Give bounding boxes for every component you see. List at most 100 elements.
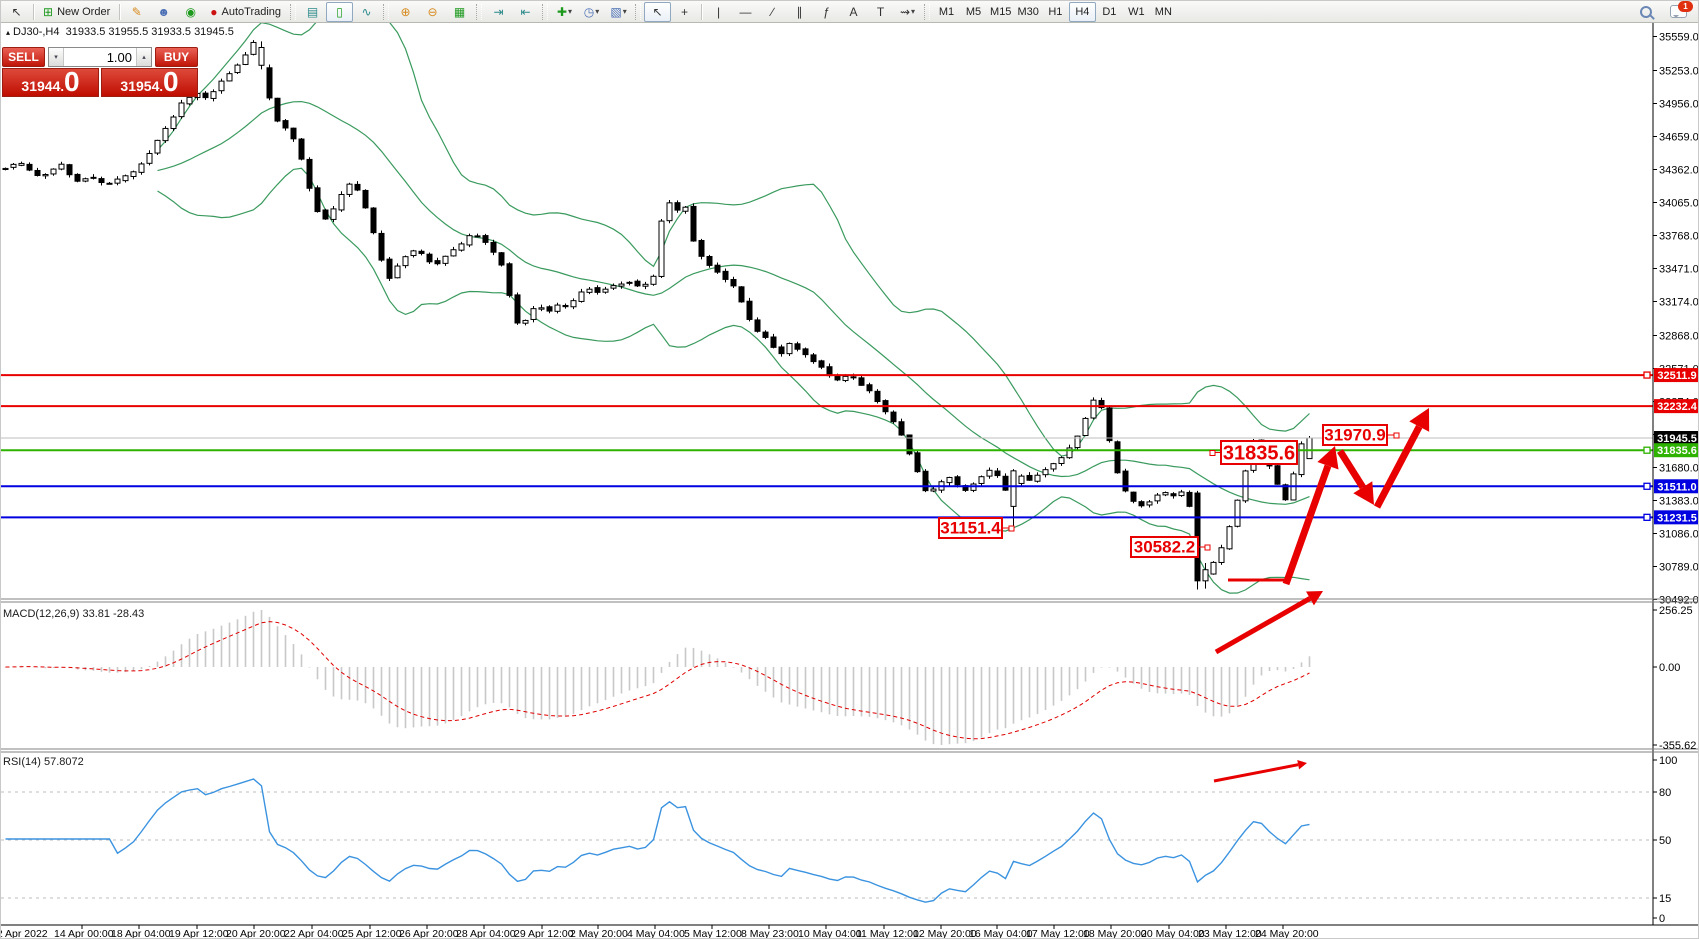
- candle-body: [954, 476, 961, 486]
- macd-histogram-bar: [740, 667, 743, 673]
- chart-shift-button[interactable]: ⇤: [512, 2, 539, 22]
- autotrading-button[interactable]: ● AutoTrading: [204, 2, 287, 22]
- new-order-button[interactable]: ⊞ New Order: [37, 2, 116, 22]
- templates-button[interactable]: ▧ ▾: [605, 2, 632, 22]
- trend-arrow-shaft[interactable]: [1337, 449, 1366, 490]
- macd-histogram-bar: [892, 667, 895, 723]
- vertical-line-tool-button[interactable]: |: [705, 2, 732, 22]
- pointer-tool-button[interactable]: ↖: [3, 2, 30, 22]
- price-annotation-box[interactable]: [1220, 440, 1298, 465]
- price-annotation-box[interactable]: [938, 517, 1003, 539]
- macd-histogram-bar: [820, 667, 823, 713]
- channel-icon: ∥: [796, 4, 803, 19]
- macd-histogram-bar: [476, 667, 479, 708]
- macd-histogram-bar: [516, 667, 519, 714]
- arrows-tool-button[interactable]: ⇝ ▾: [894, 2, 921, 22]
- price-annotation-box[interactable]: [1322, 424, 1388, 446]
- macd-histogram-bar: [452, 667, 455, 721]
- candle-body: [418, 250, 425, 254]
- tile-windows-button[interactable]: ▦: [446, 2, 473, 22]
- toolbar-grip[interactable]: [290, 3, 297, 20]
- macd-histogram-bar: [908, 667, 911, 730]
- volume-spinner: ▾ 1.00 ▴: [48, 47, 152, 67]
- symbol-name: DJ30-,H4: [13, 26, 60, 38]
- signals-button[interactable]: ◉: [177, 2, 204, 22]
- fibonacci-tool-button[interactable]: ƒ: [813, 2, 840, 22]
- horizontal-line-tool-button[interactable]: ―: [732, 2, 759, 22]
- bar-chart-button[interactable]: ▤: [299, 2, 326, 22]
- indicators-button[interactable]: ✚ ▾: [551, 2, 578, 22]
- annotation-handle[interactable]: [1008, 525, 1015, 532]
- toolbar-grip[interactable]: [542, 3, 549, 20]
- candlestick-chart-button[interactable]: ▯: [326, 1, 354, 22]
- auto-scroll-button[interactable]: ⇥: [485, 2, 512, 22]
- search-button[interactable]: [1632, 2, 1659, 22]
- candle-body: [1162, 492, 1169, 496]
- candle-body: [1034, 474, 1041, 482]
- text-tool-button[interactable]: A: [840, 2, 867, 22]
- annotation-handle[interactable]: [1204, 544, 1211, 551]
- trend-arrow-shaft[interactable]: [1213, 763, 1299, 783]
- styles-button[interactable]: ✎: [123, 2, 150, 22]
- timeframe-h4-button[interactable]: H4: [1068, 1, 1096, 22]
- trend-arrow-shaft[interactable]: [1373, 424, 1423, 509]
- hline-handle[interactable]: [1643, 371, 1651, 379]
- text-label-tool-button[interactable]: T: [867, 2, 894, 22]
- zoom-in-button[interactable]: ⊕: [392, 2, 419, 22]
- volume-input[interactable]: 1.00: [106, 49, 132, 65]
- volume-increase-button[interactable]: ▴: [136, 48, 151, 66]
- price-annotation-box[interactable]: [1130, 536, 1199, 558]
- trend-arrow-head[interactable]: [1297, 759, 1307, 770]
- trend-arrow-head[interactable]: [1353, 481, 1374, 505]
- timeframe-h1-button[interactable]: H1: [1048, 5, 1063, 18]
- hline-handle[interactable]: [1643, 482, 1651, 490]
- macd-histogram-bar: [396, 667, 399, 728]
- hline-handle[interactable]: [1643, 513, 1651, 521]
- timeframe-mn-button[interactable]: MN: [1154, 5, 1172, 18]
- trend-arrow-head[interactable]: [1317, 446, 1339, 470]
- annotation-handle[interactable]: [1393, 432, 1400, 439]
- trend-arrow-head[interactable]: [1306, 591, 1323, 606]
- timeframe-w1-button[interactable]: W1: [1128, 5, 1145, 18]
- timeframe-m1-button[interactable]: M1: [938, 5, 955, 18]
- bar-chart-icon: ▤: [306, 4, 319, 19]
- trend-arrow-shaft[interactable]: [1282, 464, 1332, 586]
- timeframe-d1-button[interactable]: D1: [1102, 5, 1117, 18]
- trend-arrow-head[interactable]: [1409, 408, 1430, 432]
- timeframe-m15-button[interactable]: M15: [990, 5, 1012, 18]
- macd-histogram-bar: [108, 667, 111, 673]
- toolbar-grip[interactable]: [635, 3, 642, 20]
- trend-arrow-shaft[interactable]: [1214, 596, 1312, 655]
- toolbar-grip[interactable]: [383, 3, 390, 20]
- buy-button[interactable]: BUY: [155, 47, 198, 67]
- notifications-button[interactable]: 1: [1665, 1, 1693, 22]
- channel-tool-button[interactable]: ∥: [786, 2, 813, 22]
- periods-button[interactable]: ◷ ▾: [578, 2, 605, 22]
- crosshair-tool-button[interactable]: +: [671, 2, 698, 22]
- annotation-handle[interactable]: [1209, 450, 1216, 456]
- line-chart-button[interactable]: ∿: [353, 2, 380, 22]
- sell-button[interactable]: SELL: [2, 47, 45, 67]
- candle-body: [578, 291, 585, 302]
- toolbar-grip[interactable]: [476, 3, 483, 20]
- buy-price-button[interactable]: 31954. 0: [101, 68, 198, 97]
- macd-histogram-bar: [796, 667, 799, 707]
- autotrading-label: AutoTrading: [221, 5, 282, 18]
- hline-handle[interactable]: [1643, 446, 1651, 454]
- toolbar-grip[interactable]: [924, 3, 931, 20]
- zoom-out-button[interactable]: ⊖: [419, 2, 446, 22]
- macd-histogram-bar: [684, 647, 687, 667]
- timeframe-m30-button[interactable]: M30: [1017, 5, 1039, 18]
- chart-canvas[interactable]: 35559.0 35253.0 34956.0 34659.0 34362.0 34065…: [1, 23, 1699, 939]
- timeframe-m5-button[interactable]: M5: [965, 5, 982, 18]
- macd-histogram-bar: [140, 667, 143, 670]
- macd-histogram-bar: [220, 625, 223, 667]
- cursor-tool-button[interactable]: ↖: [644, 1, 672, 22]
- sell-price-button[interactable]: 31944. 0: [2, 68, 99, 97]
- trendline-tool-button[interactable]: ∕: [759, 2, 786, 22]
- candle-body: [138, 163, 145, 173]
- volume-decrease-button[interactable]: ▾: [49, 48, 64, 66]
- macd-histogram-bar: [228, 622, 231, 667]
- expert-advisors-button[interactable]: ☻: [150, 2, 177, 22]
